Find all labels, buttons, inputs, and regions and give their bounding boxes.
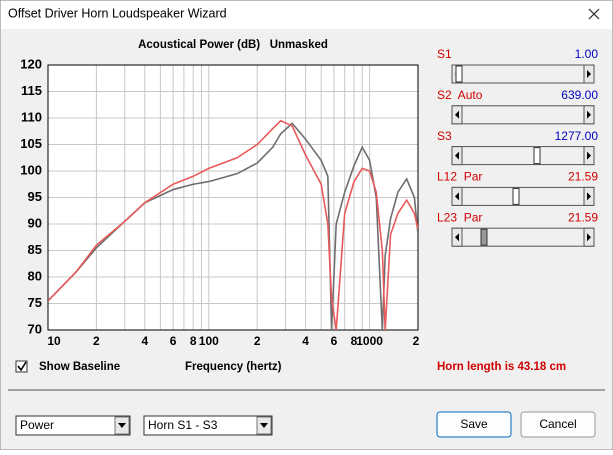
x-tick-label: 6 <box>170 334 177 348</box>
button-label[interactable]: Save <box>460 417 488 431</box>
arrow-glyph <box>587 110 591 119</box>
y-tick-label: 85 <box>28 242 42 257</box>
y-tick-label: 70 <box>28 321 42 336</box>
title-bar <box>1 1 612 29</box>
slider-track[interactable] <box>451 227 595 247</box>
slider-value: 1277.00 <box>555 129 599 143</box>
y-tick-label: 95 <box>28 189 42 204</box>
slider-track[interactable] <box>451 146 595 166</box>
slider-value: 21.59 <box>568 170 598 184</box>
chart-title: Acoustical Power (dB) Unmasked <box>138 39 328 51</box>
x-tick-label: 6 <box>331 334 338 348</box>
slider-track[interactable] <box>451 186 595 206</box>
arrow-glyph <box>455 110 459 119</box>
button[interactable] <box>436 411 512 438</box>
slider-thumb[interactable] <box>533 147 541 165</box>
x-axis-label: Frequency (hertz) <box>185 361 282 373</box>
y-tick-label: 105 <box>20 136 42 151</box>
slider-label: S2 Auto <box>437 88 483 102</box>
dropdown-text[interactable]: Power <box>20 418 54 432</box>
x-tick-label: 4 <box>141 334 148 348</box>
y-tick-label: 120 <box>20 56 42 71</box>
arrow-glyph <box>587 233 591 242</box>
slider-label: S1 <box>437 47 452 61</box>
x-tick-label: 2 <box>254 334 261 348</box>
dropdown[interactable] <box>15 415 131 436</box>
x-tick-label: 8 <box>190 334 197 348</box>
arrow-glyph <box>455 192 459 201</box>
slider-track[interactable] <box>451 105 595 125</box>
checkbox[interactable] <box>15 360 28 373</box>
x-tick-label: 8 <box>351 334 358 348</box>
arrow-glyph <box>587 70 591 78</box>
slider-label: L23 Par <box>437 210 482 224</box>
arrow-glyph <box>587 151 591 160</box>
arrow-glyph <box>260 423 268 428</box>
slider-value: 639.00 <box>561 88 598 102</box>
x-tick-label: 4 <box>302 334 309 348</box>
checkbox-label[interactable]: Show Baseline <box>39 361 120 373</box>
slider-thumb[interactable] <box>480 228 488 246</box>
arrow-glyph <box>455 151 459 160</box>
close-button[interactable] <box>588 8 600 20</box>
x-tick-label: 1000 <box>356 334 383 348</box>
y-tick-label: 110 <box>21 109 42 124</box>
plot-border <box>47 64 419 331</box>
x-tick-label: 2 <box>93 334 100 348</box>
button[interactable] <box>520 411 596 438</box>
slider-thumb[interactable] <box>512 187 520 205</box>
x-tick-label: 10 <box>47 334 61 348</box>
y-tick-label: 75 <box>28 295 42 310</box>
slider-track[interactable] <box>451 64 595 84</box>
slider-label: L12 Par <box>437 170 482 184</box>
x-tick-label: 100 <box>199 334 219 348</box>
slider-thumb[interactable] <box>455 65 463 83</box>
checkmark <box>17 361 27 372</box>
series-line <box>48 119 418 330</box>
x-tick-label: 2 <box>413 334 420 348</box>
window-title: Offset Driver Horn Loudspeaker Wizard <box>8 6 227 20</box>
y-tick-label: 80 <box>28 268 42 283</box>
slider-value: 21.59 <box>568 210 598 224</box>
dropdown[interactable] <box>143 415 273 436</box>
arrow-glyph <box>455 233 459 242</box>
status-text: Horn length is 43.18 cm <box>437 361 566 373</box>
button-label[interactable]: Cancel <box>539 417 576 431</box>
slider-value: 1.00 <box>575 47 599 61</box>
slider-label: S3 <box>437 129 452 143</box>
y-tick-label: 115 <box>21 83 42 98</box>
dropdown-text[interactable]: Horn S1 - S3 <box>148 418 218 432</box>
y-tick-label: 100 <box>20 162 42 177</box>
arrow-glyph <box>118 423 126 428</box>
y-tick-label: 90 <box>28 215 42 230</box>
series-line <box>48 122 418 330</box>
arrow-glyph <box>587 192 591 201</box>
